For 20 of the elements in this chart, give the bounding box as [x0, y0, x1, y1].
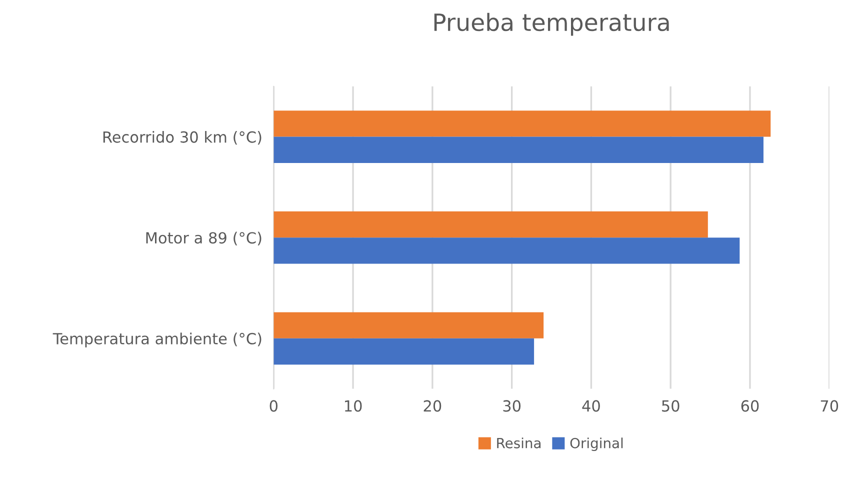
x-tick-label: 20	[424, 400, 442, 412]
bar	[274, 238, 740, 264]
bar	[274, 136, 764, 164]
y-tick-label: Temperatura ambiente (°C)	[52, 332, 262, 348]
y-tick-label: Motor a 89 (°C)	[146, 232, 262, 246]
x-tick-label: 60	[741, 400, 759, 412]
x-tick-label: 70	[820, 400, 838, 412]
legend-label: Original	[570, 438, 623, 452]
bar	[274, 312, 544, 338]
x-tick-label: 40	[582, 400, 600, 412]
bar	[274, 211, 708, 238]
chart-title: Prueba temperatura	[434, 12, 669, 36]
bar	[274, 110, 771, 137]
x-tick-label: 50	[662, 400, 680, 412]
x-tick-label: 0	[270, 400, 278, 412]
y-tick-label: Recorrido 30 km (°C)	[103, 130, 262, 145]
legend-label: Resina	[497, 438, 541, 448]
bar	[274, 338, 534, 365]
x-tick-label: 10	[344, 400, 362, 412]
x-tick-label: 30	[503, 400, 521, 412]
